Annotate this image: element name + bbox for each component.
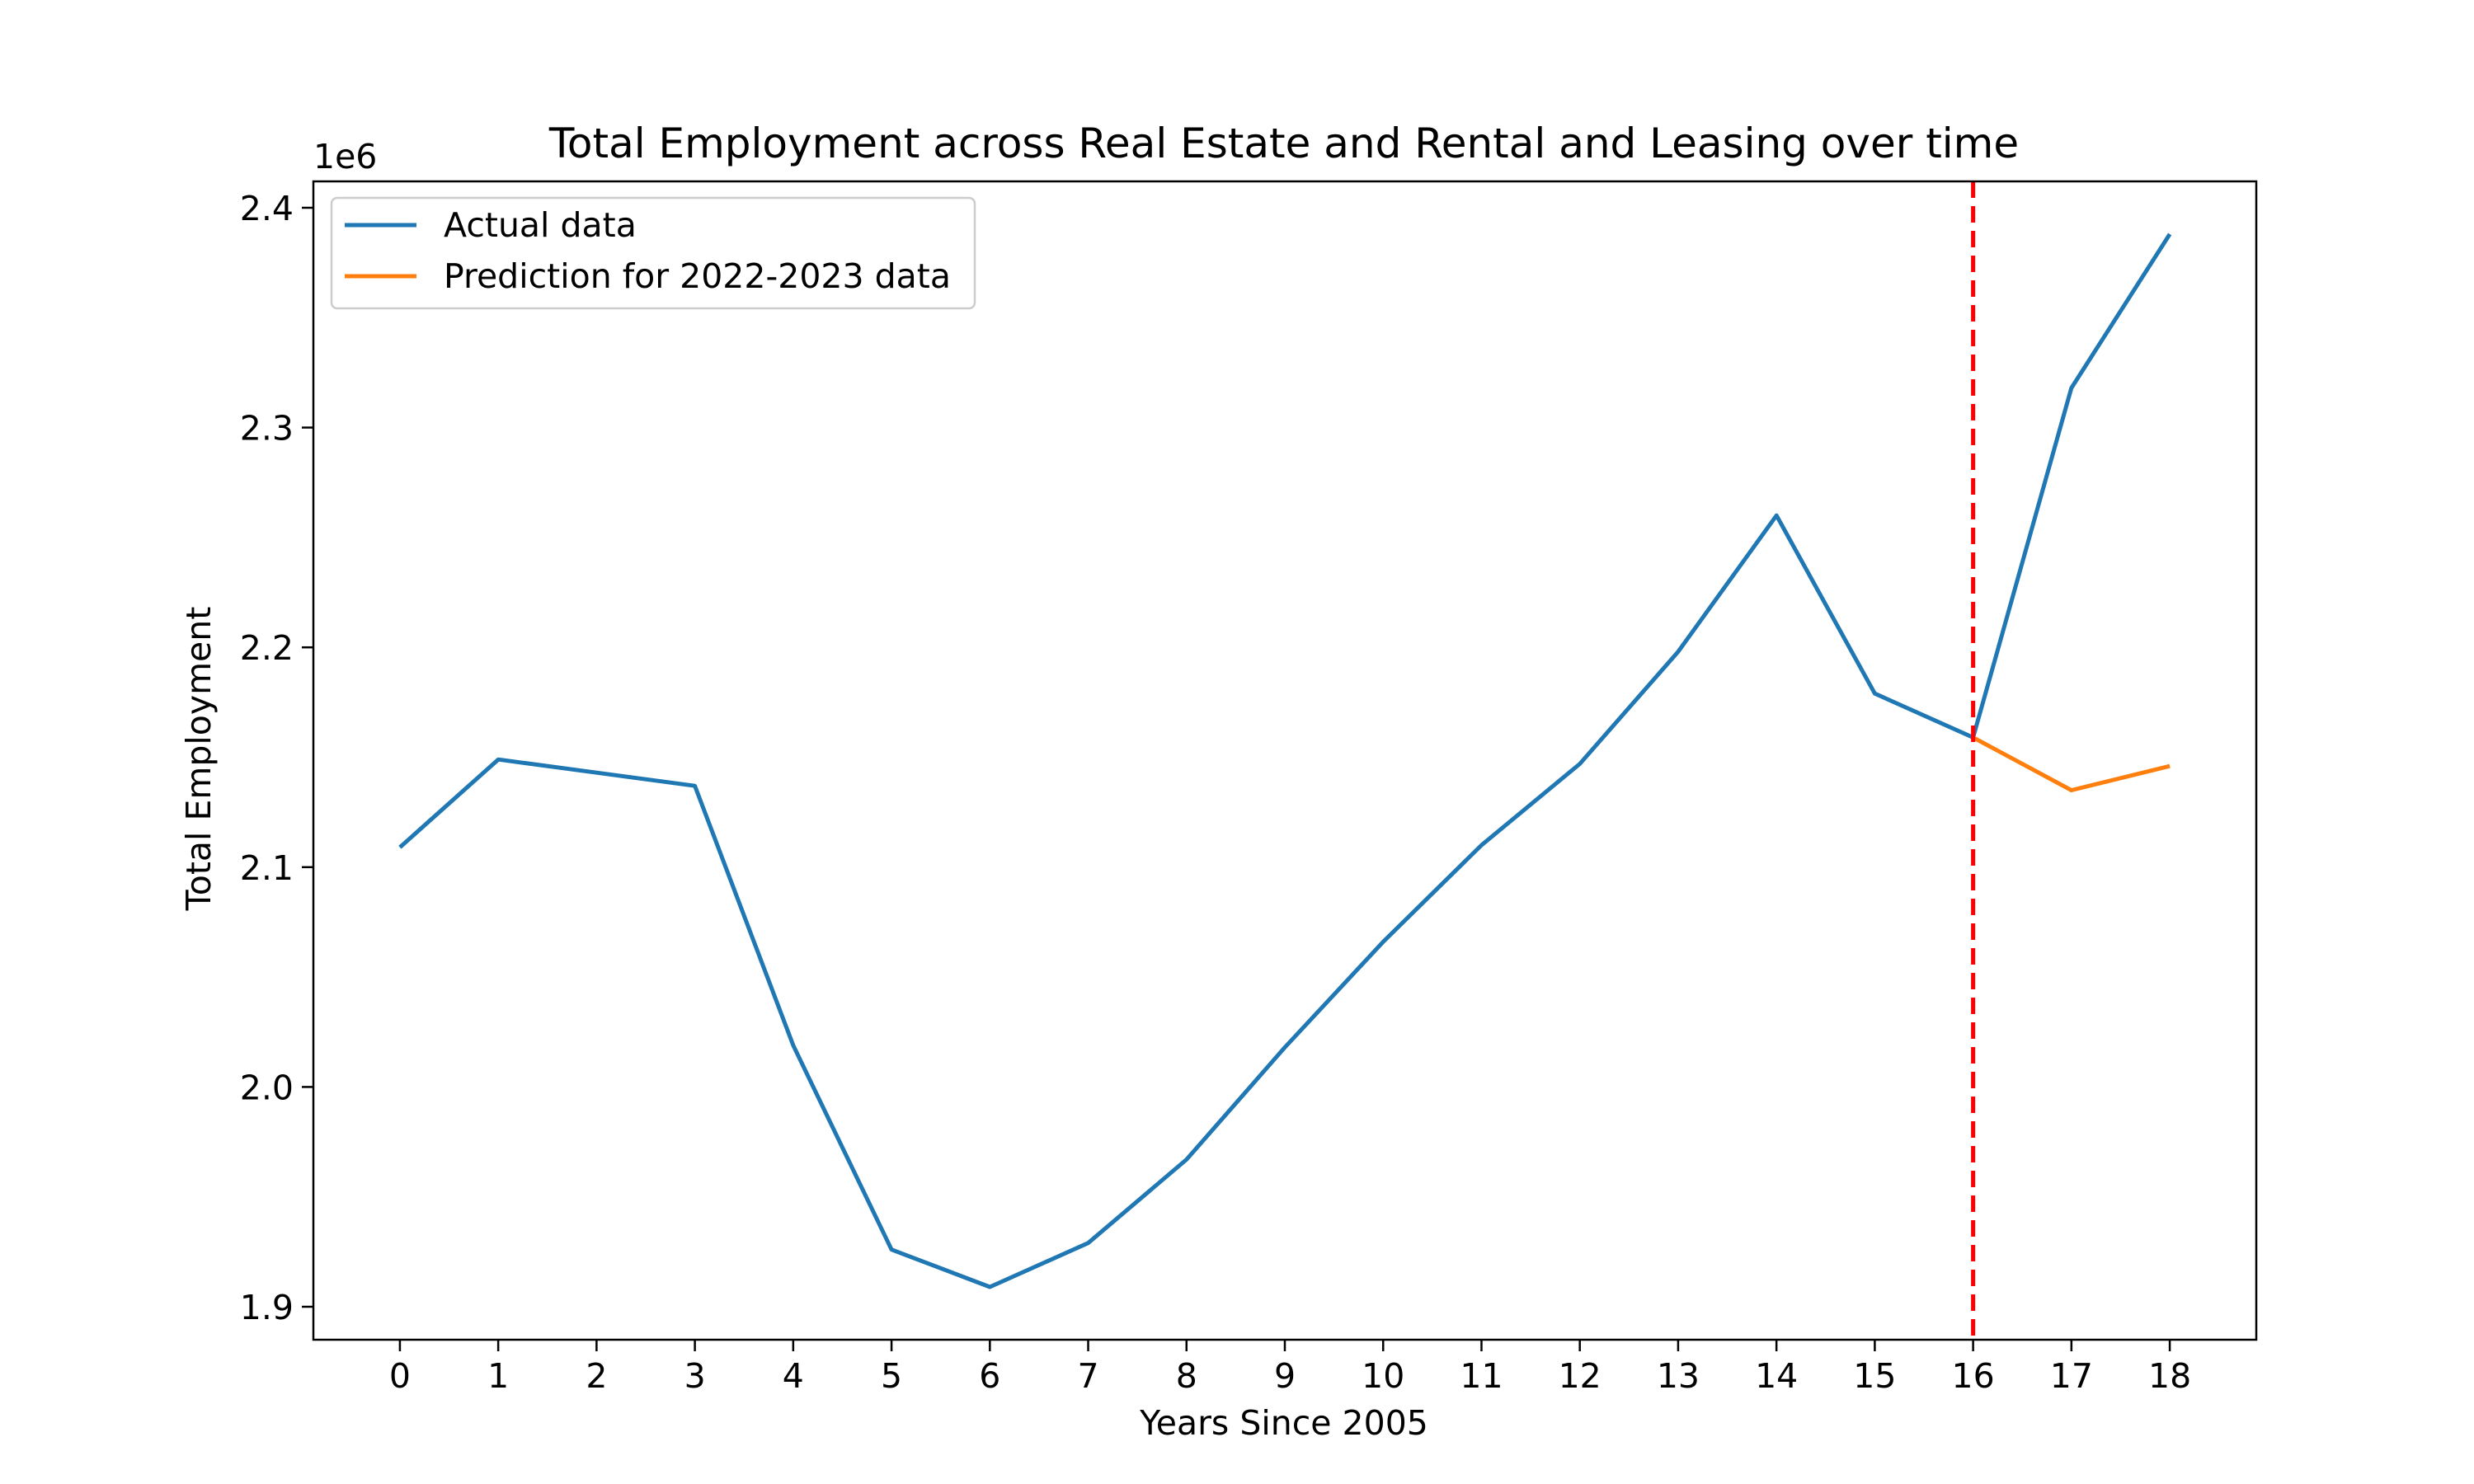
x-tick-label: 10 bbox=[1362, 1356, 1404, 1396]
y-tick-label: 2.4 bbox=[240, 189, 294, 228]
series-line-actual bbox=[398, 232, 2172, 1289]
x-tick-label: 12 bbox=[1559, 1356, 1602, 1396]
x-tick-label: 1 bbox=[487, 1356, 509, 1396]
y-axis-label: Total Employment bbox=[179, 607, 219, 912]
legend: Actual data Prediction for 2022-2023 data bbox=[330, 196, 976, 310]
x-tick-label: 2 bbox=[586, 1356, 607, 1396]
x-tick-label: 14 bbox=[1755, 1356, 1798, 1396]
y-tick-label: 2.0 bbox=[240, 1068, 294, 1107]
legend-label: Prediction for 2022-2023 data bbox=[444, 256, 951, 296]
x-tick-label: 5 bbox=[881, 1356, 902, 1396]
x-tick-label: 13 bbox=[1657, 1356, 1700, 1396]
x-tick-label: 16 bbox=[1952, 1356, 1995, 1396]
series-line-prediction bbox=[1972, 735, 2171, 792]
y-tick-label: 2.3 bbox=[240, 409, 294, 448]
x-tick-label: 15 bbox=[1853, 1356, 1896, 1396]
x-tick-label: 8 bbox=[1176, 1356, 1197, 1396]
x-tick-label: 9 bbox=[1274, 1356, 1296, 1396]
x-axis-label: Years Since 2005 bbox=[1139, 1403, 1428, 1443]
plot-series bbox=[398, 181, 2172, 1340]
legend-label: Actual data bbox=[444, 205, 637, 245]
y-tick-label: 2.2 bbox=[240, 628, 294, 668]
chart-title: Total Employment across Real Estate and … bbox=[548, 120, 2019, 167]
y-tick-label: 2.1 bbox=[240, 848, 294, 888]
x-tick-label: 6 bbox=[979, 1356, 1000, 1396]
x-tick-label: 3 bbox=[684, 1356, 706, 1396]
x-tick-label: 7 bbox=[1077, 1356, 1098, 1396]
x-tick-label: 11 bbox=[1460, 1356, 1503, 1396]
axis-ticks: 0 1 2 3 4 5 6 7 8 9 10 11 12 13 14 15 16 17 181.92.02.12.2… bbox=[240, 189, 2191, 1396]
x-tick-label: 4 bbox=[783, 1356, 804, 1396]
x-tick-label: 0 bbox=[389, 1356, 411, 1396]
y-tick-label: 1.9 bbox=[240, 1288, 294, 1327]
y-offset-label: 1e6 bbox=[313, 137, 377, 176]
x-tick-label: 17 bbox=[2050, 1356, 2093, 1396]
legend-box bbox=[330, 196, 976, 310]
x-tick-label: 18 bbox=[2148, 1356, 2191, 1396]
plot-frame bbox=[312, 180, 2258, 1341]
